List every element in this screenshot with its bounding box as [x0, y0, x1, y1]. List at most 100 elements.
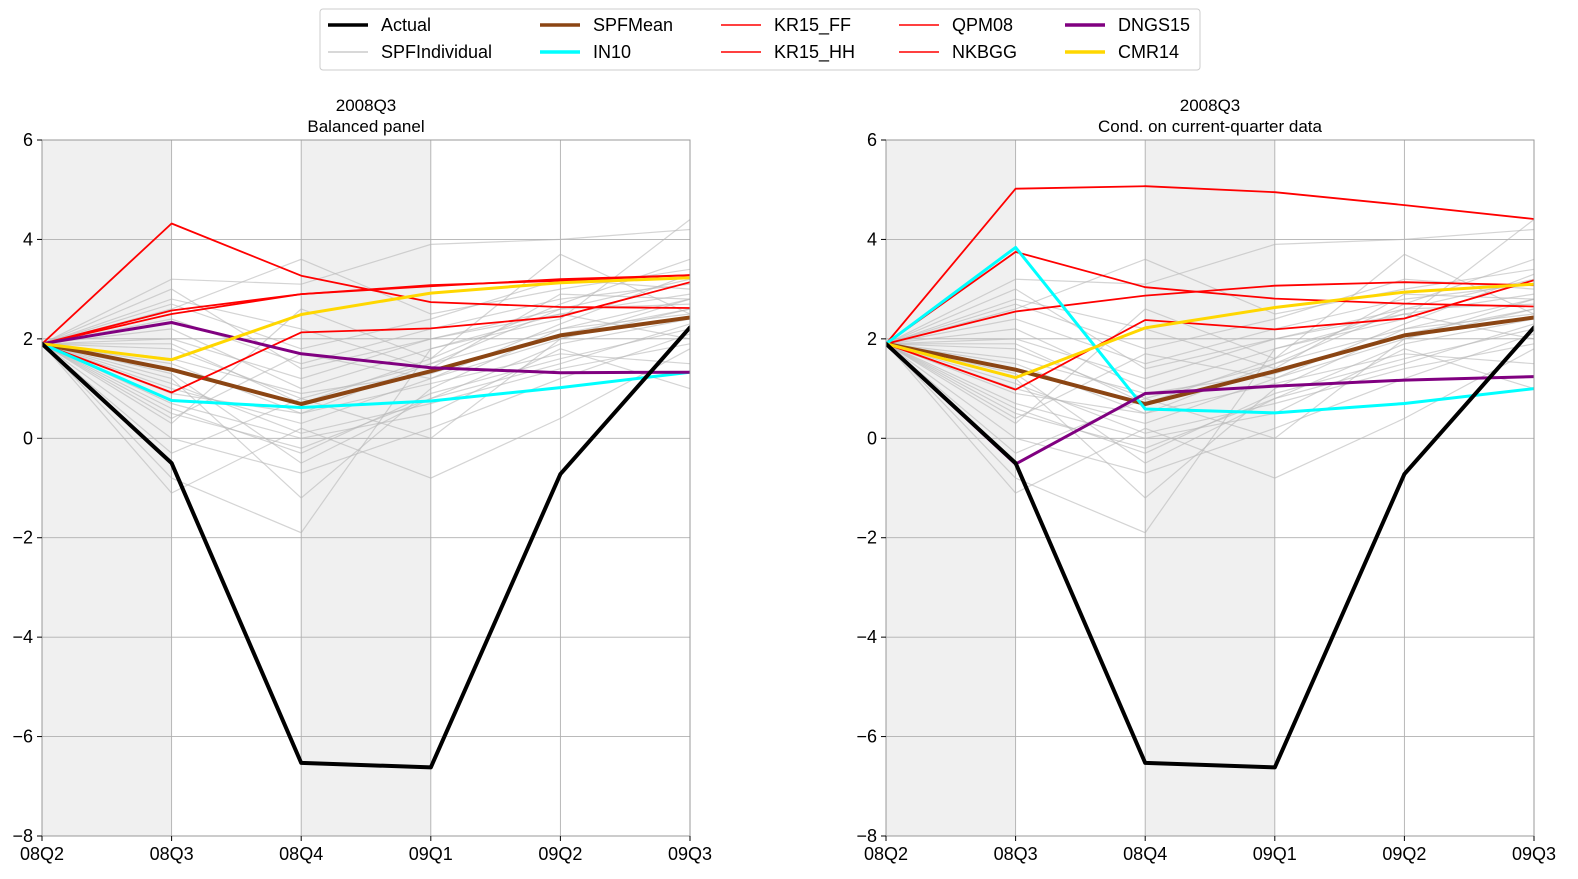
series-line-spfmean [886, 315, 1534, 406]
series-line-spfindividual-23 [886, 273, 1534, 420]
series-line-nkbgg [42, 274, 690, 345]
y-tick-label: −2 [856, 528, 877, 548]
x-tick-label: 09Q1 [1253, 844, 1297, 864]
legend-item-kr15-hh: KR15_HH [721, 42, 855, 63]
chart-panel-cond-current-quarter: −8 −6 −4 −2 0 2 4 6 08Q2 08Q3 08Q4 09Q1 09Q2 09Q3 2008… [856, 96, 1556, 864]
series-line-qpm08 [42, 281, 690, 394]
series-line-actual [42, 325, 690, 770]
series-line-kr15-ff [886, 185, 1534, 345]
y-tick-label: −8 [12, 826, 33, 846]
y-tick-label: 0 [23, 428, 33, 448]
legend-item-actual: Actual [328, 15, 431, 35]
series-line-spfindividual-25 [42, 293, 690, 370]
y-tick-label: −8 [856, 826, 877, 846]
legend-label-cmr14: CMR14 [1118, 42, 1179, 62]
series-line-qpm08 [886, 279, 1534, 391]
series-line-spfindividual-20 [42, 328, 690, 454]
y-tick-label: 4 [23, 229, 33, 249]
plot-frame [885, 139, 1535, 837]
y-tick-label: 2 [23, 329, 33, 349]
legend-item-kr15-ff: KR15_FF [721, 15, 851, 36]
y-tick-label: −6 [856, 727, 877, 747]
shaded-region-08q2 [42, 140, 172, 836]
y-tick-label: 6 [867, 130, 877, 150]
series-line-spfindividual-18 [886, 283, 1534, 365]
chart-title: 2008Q3 [336, 96, 397, 115]
y-tick-label: −6 [12, 727, 33, 747]
series-line-dngs15 [42, 321, 690, 375]
series-line-spfindividual-15 [42, 219, 690, 390]
y-tick-label: 2 [867, 329, 877, 349]
shaded-region-08q2 [886, 140, 1016, 836]
legend-label-kr15-ff: KR15_FF [774, 15, 851, 36]
series-line-spfindividual-19 [886, 308, 1534, 395]
series-line-nkbgg [886, 281, 1534, 345]
series-line-spfindividual-20 [886, 328, 1534, 454]
series-line-spfindividual-15 [886, 219, 1534, 390]
series-line-spfindividual-7 [42, 313, 690, 534]
legend-label-qpm08: QPM08 [952, 15, 1013, 35]
series-line-spfindividual-24 [42, 253, 690, 405]
shaded-region-08q4 [1145, 140, 1275, 836]
series-line-spfindividual-8 [42, 343, 690, 494]
legend-item-nkbgg: NKBGG [899, 42, 1017, 62]
y-tick-label: −4 [12, 627, 33, 647]
series-line-spfindividual-17 [886, 343, 1534, 415]
legend-label-kr15-hh: KR15_HH [774, 42, 855, 63]
x-tick-label: 08Q2 [864, 844, 908, 864]
legend-item-spfindividual: SPFIndividual [328, 42, 492, 62]
series-line-spfindividual-6 [886, 258, 1534, 345]
legend-item-in10: IN10 [540, 42, 631, 62]
series-line-spfindividual-23 [42, 273, 690, 420]
chart-title: 2008Q3 [1180, 96, 1241, 115]
series-line-spfindividual-5 [42, 228, 690, 345]
legend-item-dngs15: DNGS15 [1065, 15, 1190, 35]
series-line-spfindividual-5 [886, 228, 1534, 345]
legend-item-cmr14: CMR14 [1065, 42, 1179, 62]
series-line-spfindividual-3 [886, 333, 1534, 474]
data-lines [886, 185, 1534, 770]
series-line-spfindividual-6 [42, 258, 690, 345]
series-line-spfindividual-14 [886, 318, 1534, 464]
legend-label-actual: Actual [381, 15, 431, 35]
series-line-spfindividual-24 [886, 253, 1534, 405]
x-tick-label: 09Q3 [1512, 844, 1556, 864]
y-tick-label: 0 [867, 428, 877, 448]
plot-frame [41, 139, 691, 837]
y-tick-label: −2 [12, 528, 33, 548]
y-tick-label: 4 [867, 229, 877, 249]
x-tick-label: 08Q3 [994, 844, 1038, 864]
series-line-spfindividual-22 [886, 343, 1534, 434]
series-line-spfmean [42, 315, 690, 406]
x-tick-label: 08Q4 [1123, 844, 1167, 864]
legend-item-spfmean: SPFMean [540, 15, 673, 35]
legend-item-qpm08: QPM08 [899, 15, 1013, 35]
legend-label-spfindividual: SPFIndividual [381, 42, 492, 62]
y-tick-label: −4 [856, 627, 877, 647]
x-tick-label: 09Q2 [1382, 844, 1426, 864]
x-tick-label: 09Q3 [668, 844, 712, 864]
data-lines [42, 219, 690, 770]
series-line-actual [886, 325, 1534, 770]
series-line-spfindividual-9 [42, 313, 690, 499]
x-tick-label: 08Q2 [20, 844, 64, 864]
series-line-in10 [42, 342, 690, 409]
series-line-spfindividual-7 [886, 313, 1534, 534]
shaded-region-08q4 [301, 140, 431, 836]
series-line-cmr14 [42, 276, 690, 362]
legend-label-nkbgg: NKBGG [952, 42, 1017, 62]
series-line-spfindividual-21 [42, 278, 690, 370]
series-line-spfindividual-8 [886, 343, 1534, 494]
series-line-spfindividual-25 [886, 293, 1534, 370]
series-line-spfindividual-14 [42, 318, 690, 464]
series-line-cmr14 [886, 282, 1534, 380]
series-line-spfindividual-2 [886, 293, 1534, 380]
x-tick-label: 09Q1 [409, 844, 453, 864]
chart-subtitle: Cond. on current-quarter data [1098, 117, 1323, 136]
legend-label-in10: IN10 [593, 42, 631, 62]
chart-subtitle: Balanced panel [307, 117, 424, 136]
chart-panel-balanced: −8 −6 −4 −2 0 2 4 6 08Q2 08Q3 08Q4 09Q1 09Q2 09Q3 2008… [12, 96, 712, 864]
legend-label-spfmean: SPFMean [593, 15, 673, 35]
legend: Actual SPFIndividual SPFMean IN10 KR15_FF KR1… [319, 8, 1201, 71]
